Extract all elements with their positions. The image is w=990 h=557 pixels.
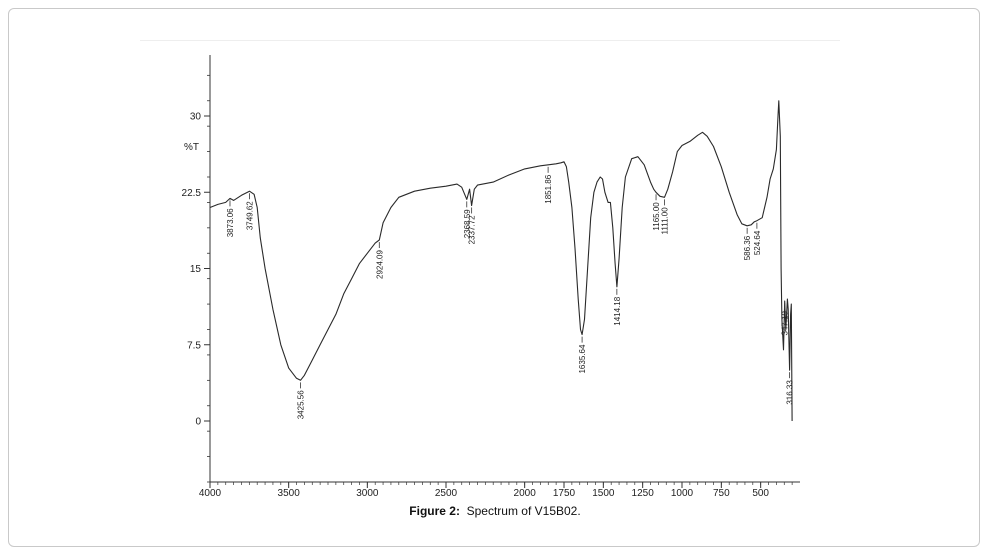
peak-label: 3873.06	[226, 208, 235, 237]
x-tick-label: 3500	[278, 488, 301, 499]
y-axis-label: %T	[184, 142, 199, 153]
x-tick-label: 2500	[435, 488, 458, 499]
figure-frame	[8, 8, 980, 547]
peak-label: 2368.59	[463, 209, 472, 238]
peak-label: 2337.72	[468, 215, 477, 244]
x-tick-label: 1000	[671, 488, 694, 499]
top-divider	[140, 40, 840, 41]
x-tick-label: 4000	[199, 488, 222, 499]
x-tick-label: 750	[713, 488, 730, 499]
x-tick-label: 1750	[553, 488, 576, 499]
y-tick-label: 15	[190, 264, 202, 275]
peak-label: 1414.18	[613, 296, 622, 325]
peak-label: 1165.00	[652, 202, 661, 231]
y-tick-label: 30	[190, 112, 202, 123]
peak-label: 347.19	[781, 310, 790, 335]
peak-label: 3749.62	[245, 201, 254, 230]
x-tick-label: 2000	[514, 488, 537, 499]
peak-label: 586.36	[743, 235, 752, 260]
x-tick-label: 1250	[632, 488, 655, 499]
figure-caption: Figure 2: Spectrum of V15B02.	[0, 504, 990, 518]
peak-label: 1635.64	[578, 344, 587, 373]
y-tick-label: 7.5	[187, 340, 201, 351]
x-tick-label: 3000	[356, 488, 379, 499]
peak-label: 1111.00	[661, 207, 670, 235]
y-tick-label: 0	[195, 417, 201, 428]
peak-label: 3425.56	[296, 390, 305, 419]
caption-label: Figure 2:	[409, 504, 460, 518]
peak-label: 2924.09	[375, 249, 384, 278]
x-tick-label: 500	[752, 488, 769, 499]
caption-text: Spectrum of V15B02.	[466, 504, 581, 518]
spectrum-line	[209, 100, 793, 422]
y-tick-label: 22.5	[182, 188, 202, 199]
x-tick-label: 1500	[592, 488, 615, 499]
peak-label: 316.33	[786, 380, 795, 405]
peak-label: 524.64	[753, 230, 762, 255]
peak-label: 1851.86	[544, 174, 553, 203]
